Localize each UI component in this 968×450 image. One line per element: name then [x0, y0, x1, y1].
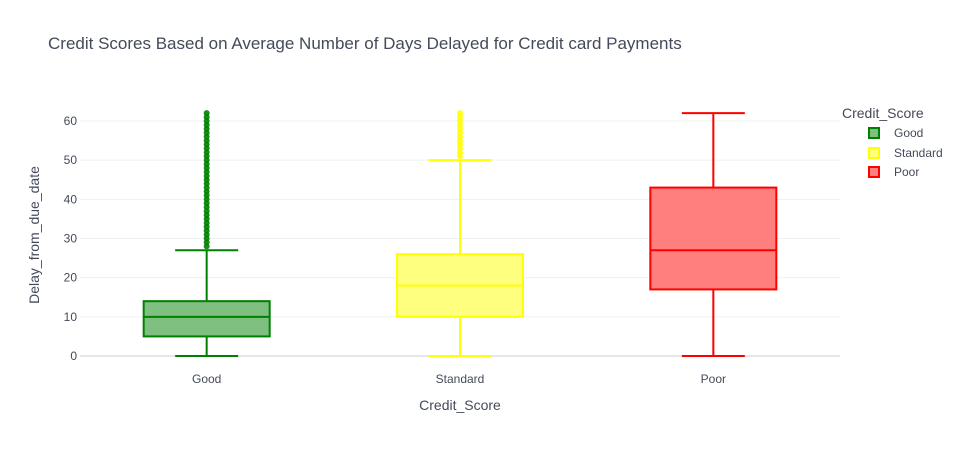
legend-label-poor: Poor	[894, 165, 920, 179]
y-tick-label-0: 0	[70, 349, 77, 363]
outlier-point-good	[203, 110, 210, 117]
x-tick-label-poor: Poor	[701, 372, 726, 386]
legend-item-good[interactable]: Good	[868, 126, 923, 140]
chart-title: Credit Scores Based on Average Number of…	[48, 34, 682, 53]
box-standard	[396, 110, 524, 357]
y-tick-label-50: 50	[64, 153, 78, 167]
y-tick-label-20: 20	[64, 271, 78, 285]
y-tick-label-60: 60	[64, 114, 78, 128]
iqr-box-poor	[649, 186, 778, 291]
legend-swatch-poor	[868, 166, 880, 178]
box-good	[142, 110, 271, 357]
x-axis-label: Credit_Score	[419, 397, 501, 413]
y-tick-label-30: 30	[64, 232, 78, 246]
x-tick-label-good: Good	[192, 372, 221, 386]
outlier-point-standard	[457, 110, 463, 117]
x-tick-label-standard: Standard	[436, 372, 485, 386]
box-series	[142, 110, 778, 357]
legend-label-good: Good	[894, 126, 924, 140]
legend-label-standard: Standard	[894, 145, 943, 160]
y-tick-label-40: 40	[64, 192, 78, 206]
box-poor	[649, 112, 778, 357]
legend-title: Credit_Score	[842, 105, 924, 121]
y-axis-ticks: 0 10 20 30 40 50 60	[64, 114, 78, 363]
legend-swatch-good	[868, 127, 880, 139]
legend-swatch-standard	[868, 146, 880, 159]
x-axis-ticks: Good Standard Poor	[192, 372, 726, 386]
legend-item-standard[interactable]: Standard	[868, 146, 943, 160]
y-axis-label: Delay_from_due_date	[26, 166, 42, 304]
legend-item-poor[interactable]: Poor	[868, 165, 919, 179]
iqr-box-good	[142, 300, 271, 338]
y-tick-label-10: 10	[64, 310, 78, 324]
